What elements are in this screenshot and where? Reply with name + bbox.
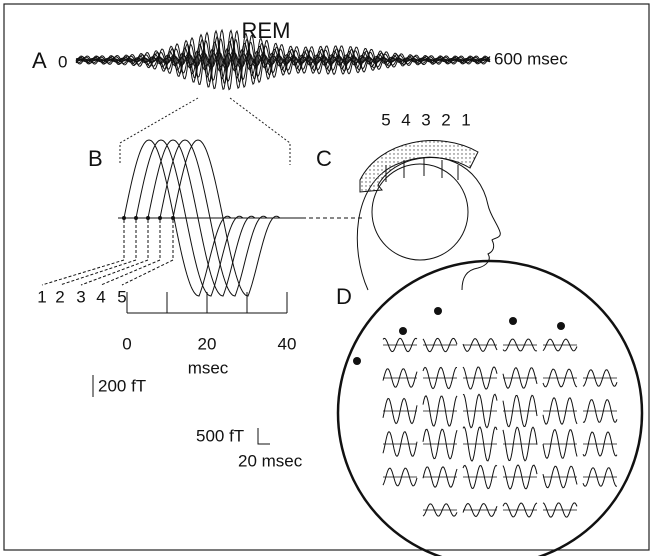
tick-label: 20 — [198, 334, 217, 353]
tick-label: 0 — [122, 334, 131, 353]
onset-dot — [134, 216, 138, 220]
onset-link — [101, 220, 160, 285]
channel-number: 1 — [37, 287, 46, 306]
channel-number: 1 — [461, 110, 470, 129]
channel-number: 3 — [421, 110, 430, 129]
channel-number: 4 — [96, 287, 105, 306]
panel-label: A — [32, 48, 47, 73]
onset-dot — [146, 216, 150, 220]
sensor-array — [338, 261, 642, 556]
scale-amplitude: 500 fT — [196, 426, 244, 445]
scale-bar — [258, 428, 270, 444]
onset-link — [60, 220, 136, 285]
panel-label: C — [316, 146, 332, 171]
trace-start: 0 — [58, 52, 67, 71]
scale-time: 20 msec — [238, 451, 303, 470]
onset-link — [42, 220, 124, 285]
source-dot — [557, 322, 565, 330]
channel-number: 4 — [401, 110, 410, 129]
trace-end: 600 msec — [494, 49, 568, 68]
axis-unit: msec — [188, 358, 229, 377]
frame — [4, 4, 649, 550]
source-dot — [353, 357, 361, 365]
source-dot — [509, 317, 517, 325]
channel-number: 2 — [55, 287, 64, 306]
figure: REM A 0 600 msec B 12345 02040 msec 200 … — [0, 0, 654, 556]
channel-number: 2 — [441, 110, 450, 129]
onset-dot — [122, 216, 126, 220]
source-dot — [434, 307, 442, 315]
panel-label: B — [88, 146, 103, 171]
channel-number: 5 — [381, 110, 390, 129]
panel-label: D — [336, 284, 352, 309]
tick-label: 40 — [278, 334, 297, 353]
onset-dot — [171, 216, 175, 220]
page: {"title": "REM", "panels": { "a": {"labe… — [0, 0, 654, 556]
head — [357, 141, 500, 290]
channel-number: 5 — [117, 287, 126, 306]
onset-dot — [158, 216, 162, 220]
title: REM — [242, 18, 291, 43]
channel-number: 3 — [76, 287, 85, 306]
source-dot — [399, 327, 407, 335]
scale-label: 200 fT — [98, 376, 146, 395]
zoom-bracket — [120, 98, 290, 165]
sensor-waveforms — [353, 307, 617, 517]
